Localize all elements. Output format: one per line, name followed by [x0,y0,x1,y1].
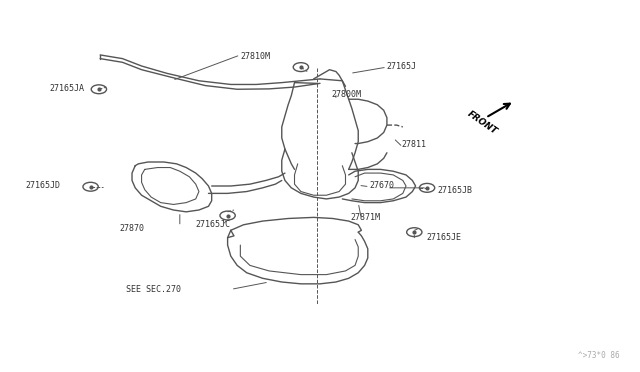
Text: 27871M: 27871M [351,213,381,222]
Text: SEE SEC.270: SEE SEC.270 [125,285,180,294]
Text: FRONT: FRONT [466,109,499,136]
Text: 27811: 27811 [401,140,427,149]
Text: 27810M: 27810M [241,52,270,61]
Text: 27670: 27670 [370,181,395,190]
Text: 27870: 27870 [119,224,144,233]
Text: ^>73*0 86: ^>73*0 86 [578,350,620,359]
Text: 27165JC: 27165JC [196,220,231,229]
Text: 27165JE: 27165JE [426,233,461,242]
Text: 27800M: 27800M [332,90,362,99]
Text: 27165JA: 27165JA [49,84,84,93]
Text: 27165JD: 27165JD [26,182,61,190]
Text: 27165J: 27165J [387,61,417,71]
Text: 27165JB: 27165JB [438,186,473,195]
